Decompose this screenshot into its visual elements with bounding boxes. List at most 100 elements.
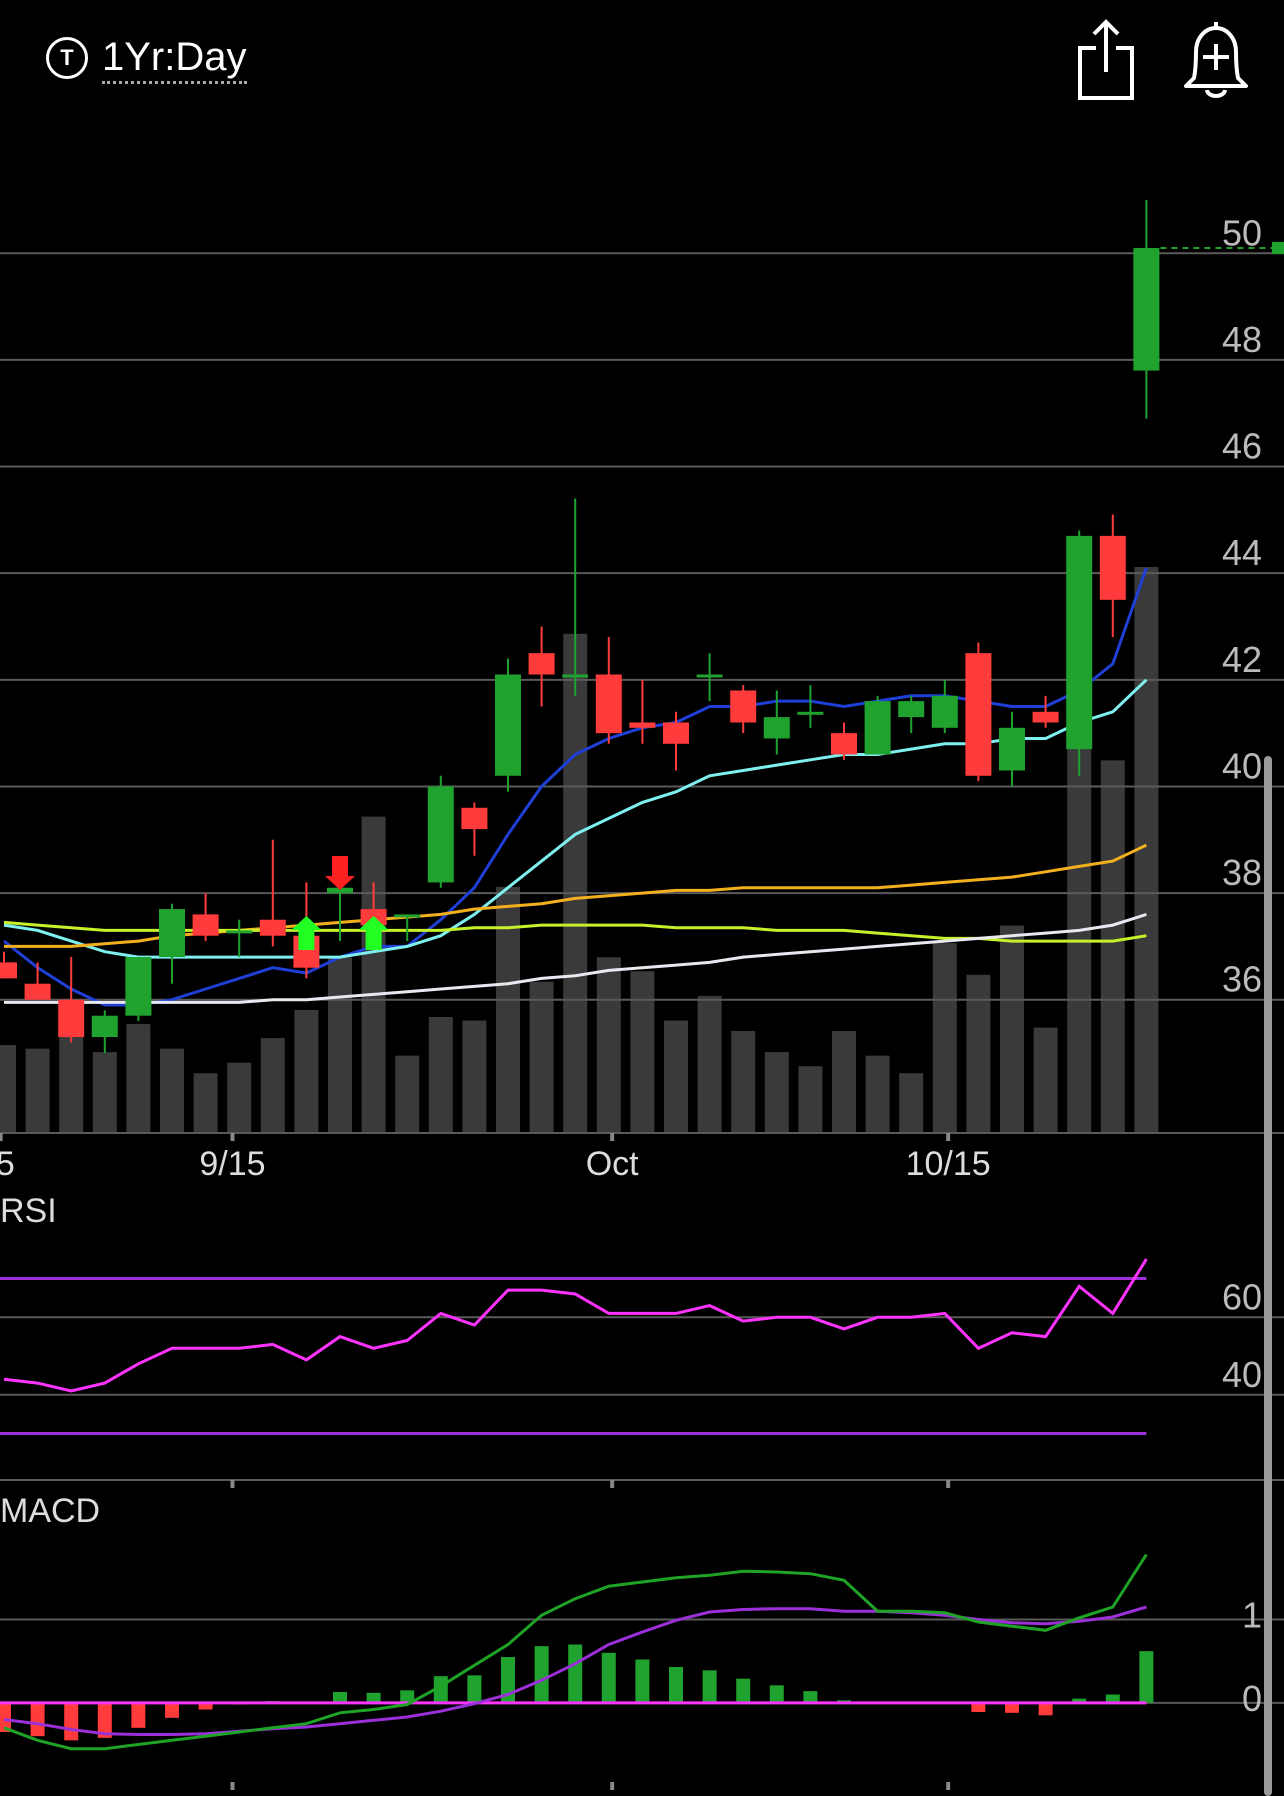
- buy-signal-arrow-icon: [291, 916, 322, 950]
- candle-body: [259, 919, 286, 936]
- macd-histogram-bar: [1139, 1651, 1154, 1703]
- moving-average-line-ma5: [4, 912, 1147, 1004]
- last-price-marker: [1272, 241, 1284, 254]
- candle-body: [730, 690, 757, 723]
- price-axis-label: 50: [1222, 212, 1262, 253]
- price-axis-label: 40: [1222, 745, 1262, 786]
- macd-histogram-bar: [333, 1692, 347, 1703]
- volume-bar: [1100, 760, 1125, 1133]
- rsi-panel-title: RSI: [0, 1192, 57, 1230]
- macd-histogram-bar: [501, 1657, 515, 1703]
- moving-average-line-ma2: [3, 678, 1148, 959]
- candle-body: [159, 909, 185, 958]
- price-axis-label: 46: [1222, 426, 1262, 467]
- macd-histogram-bar: [131, 1702, 146, 1728]
- candle-body: [91, 1015, 118, 1038]
- add-alert-bell-icon: [1184, 22, 1248, 98]
- macd-histogram-bar: [803, 1691, 818, 1703]
- macd-histogram-bar: [97, 1702, 112, 1738]
- candle-body: [394, 914, 421, 918]
- candle-body: [999, 727, 1025, 771]
- rsi-axis-label: 60: [1222, 1276, 1262, 1317]
- chart-type-icon-letter: T: [60, 45, 74, 70]
- price-axis-label: 38: [1222, 852, 1262, 893]
- macd-histogram-bar: [0, 1702, 11, 1732]
- volume-bar: [832, 1031, 856, 1133]
- candle-body: [831, 733, 857, 755]
- macd-histogram-bar: [366, 1692, 381, 1703]
- candle-body: [629, 722, 656, 728]
- x-axis-label: Oct: [586, 1145, 639, 1183]
- candle-body: [1133, 247, 1160, 371]
- range-selector-button[interactable]: T 1Yr:Day: [46, 30, 247, 86]
- x-axis-label: 10/15: [906, 1145, 991, 1183]
- volume-bar: [563, 633, 588, 1133]
- candle-body: [58, 999, 85, 1038]
- volume-bar: [0, 1045, 16, 1133]
- macd-histogram-bar: [1105, 1694, 1120, 1703]
- volume-bar: [25, 1048, 50, 1133]
- volume-bar: [596, 957, 621, 1133]
- x-axis-label: 9/15: [199, 1145, 265, 1183]
- candle-body: [0, 962, 17, 979]
- price-axis-label: 36: [1222, 959, 1262, 1000]
- macd-histogram-bar: [534, 1646, 549, 1703]
- candle-body: [663, 722, 689, 744]
- volume-bar: [1000, 925, 1024, 1133]
- volume-bar: [160, 1048, 184, 1133]
- volume-bar: [395, 1055, 420, 1133]
- volume-bar: [529, 981, 554, 1133]
- buy-signal-arrow-icon: [358, 916, 389, 950]
- volume-bar: [932, 943, 957, 1133]
- candle-body: [528, 653, 555, 675]
- candle-body: [1099, 535, 1126, 600]
- volume-bar: [428, 1016, 453, 1133]
- candle-body: [427, 786, 454, 883]
- volume-bar: [328, 957, 352, 1133]
- share-icon: [1078, 19, 1134, 100]
- candle-body: [763, 717, 790, 739]
- add-alert-button[interactable]: [1180, 16, 1252, 102]
- volume-bar: [496, 886, 520, 1133]
- macd-histogram-bar: [1072, 1698, 1087, 1703]
- candle-body: [327, 887, 353, 894]
- candle-body: [931, 695, 958, 728]
- candle-body: [595, 674, 622, 734]
- macd-panel-title: MACD: [0, 1492, 100, 1530]
- price-axis-label: 42: [1222, 639, 1262, 680]
- candle-body: [1032, 711, 1059, 723]
- volume-bar: [664, 1020, 688, 1133]
- macd-histogram-bar: [568, 1644, 583, 1703]
- volume-bar: [966, 974, 991, 1133]
- candle-body: [461, 807, 488, 830]
- volume-bar: [899, 1073, 924, 1133]
- macd-line: [3, 1553, 1148, 1751]
- macd-histogram-bar: [702, 1670, 717, 1703]
- volume-bar: [462, 1020, 487, 1133]
- volume-bar: [227, 1062, 252, 1133]
- macd-histogram-bar: [400, 1690, 415, 1703]
- chart-type-icon: T: [46, 37, 88, 79]
- candle-body: [495, 674, 521, 776]
- candle-body: [226, 930, 253, 934]
- scrollbar[interactable]: [1264, 756, 1272, 1796]
- macd-axis-label: 0: [1242, 1678, 1262, 1719]
- candle-body: [965, 653, 992, 776]
- rsi-line: [3, 1258, 1148, 1393]
- x-axis-label: /5: [0, 1145, 15, 1183]
- share-button[interactable]: [1074, 18, 1138, 102]
- candle-body: [696, 674, 723, 678]
- volume-bar: [697, 995, 722, 1133]
- volume-bar: [193, 1073, 218, 1133]
- candle-body: [192, 914, 219, 936]
- macd-histogram-bar: [467, 1675, 482, 1703]
- candle-body: [898, 701, 925, 718]
- volume-bar: [126, 1024, 151, 1133]
- candle-body: [864, 701, 891, 755]
- macd-histogram-bar: [769, 1685, 784, 1703]
- range-label: 1Yr:Day: [102, 33, 247, 84]
- macd-axis-label: 1: [1242, 1595, 1262, 1636]
- macd-histogram-bar: [669, 1667, 683, 1703]
- volume-bar: [798, 1066, 823, 1133]
